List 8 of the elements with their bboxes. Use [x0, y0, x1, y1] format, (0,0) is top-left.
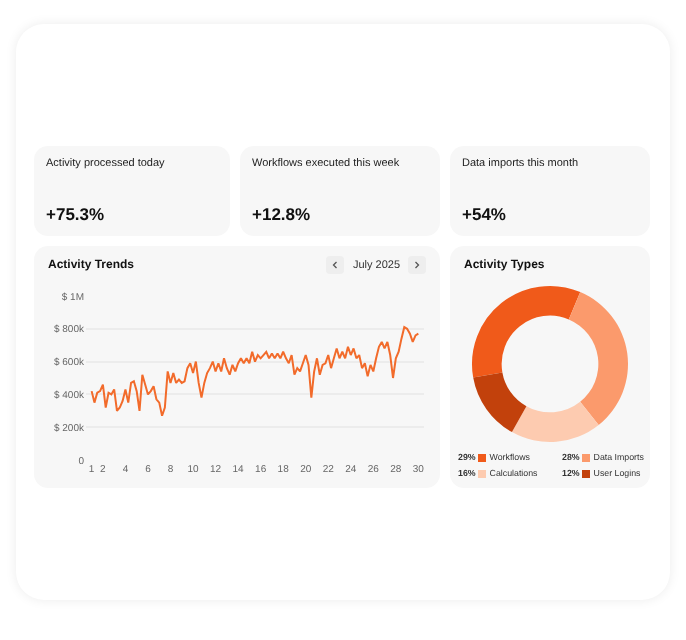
text: +12.8% — [252, 204, 311, 224]
text: +75.3% — [46, 204, 105, 224]
donut-slice — [473, 372, 527, 433]
text: +54% — [462, 204, 506, 224]
donut-slice — [511, 401, 599, 442]
line-series — [90, 326, 420, 417]
donut-slice — [568, 292, 628, 425]
donut-slice — [472, 286, 581, 378]
